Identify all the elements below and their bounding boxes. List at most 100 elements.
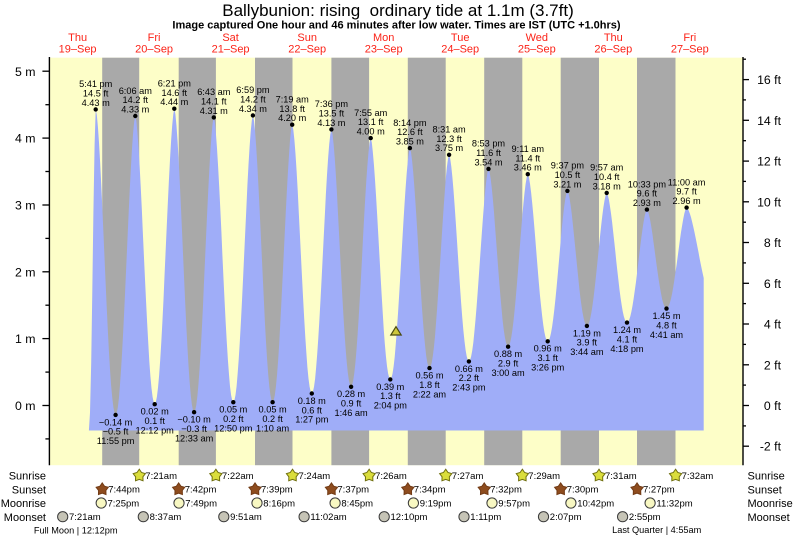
svg-text:16 ft: 16 ft xyxy=(757,73,782,87)
svg-text:1.3 ft: 1.3 ft xyxy=(380,391,401,401)
svg-text:7:30pm: 7:30pm xyxy=(567,485,599,496)
svg-text:2.2 ft: 2.2 ft xyxy=(459,373,480,383)
svg-text:0.02 m: 0.02 m xyxy=(141,407,169,417)
svg-text:7:34pm: 7:34pm xyxy=(414,485,446,496)
svg-text:8:53 pm: 8:53 pm xyxy=(472,139,506,149)
svg-text:7:26am: 7:26am xyxy=(375,471,407,482)
svg-text:7:19 am: 7:19 am xyxy=(276,95,310,105)
svg-text:Sun: Sun xyxy=(297,32,317,44)
svg-text:7:31am: 7:31am xyxy=(605,471,637,482)
svg-text:12.3 ft: 12.3 ft xyxy=(436,134,462,144)
svg-text:Sunrise: Sunrise xyxy=(748,471,785,483)
svg-text:Last Quarter | 4:55am: Last Quarter | 4:55am xyxy=(612,525,702,535)
svg-text:Fri: Fri xyxy=(148,32,161,44)
svg-text:2.93 m: 2.93 m xyxy=(633,198,661,208)
svg-text:14 ft: 14 ft xyxy=(757,114,782,128)
svg-text:Sunset: Sunset xyxy=(12,484,46,496)
svg-text:Tue: Tue xyxy=(451,32,470,44)
svg-text:9:11 am: 9:11 am xyxy=(512,144,545,154)
svg-text:8:45pm: 8:45pm xyxy=(341,498,373,509)
svg-text:9:57 am: 9:57 am xyxy=(590,163,624,173)
svg-text:3.1 ft: 3.1 ft xyxy=(537,353,558,363)
svg-text:22–Sep: 22–Sep xyxy=(288,44,326,56)
svg-text:2 m: 2 m xyxy=(15,265,36,279)
svg-text:3:44 am: 3:44 am xyxy=(570,347,604,357)
svg-text:14.6 ft: 14.6 ft xyxy=(162,88,188,98)
svg-text:11:00 am: 11:00 am xyxy=(668,177,706,187)
svg-text:0.05 m: 0.05 m xyxy=(259,405,287,415)
svg-text:9:57pm: 9:57pm xyxy=(498,498,530,509)
svg-text:7:21am: 7:21am xyxy=(145,471,177,482)
svg-text:13.8 ft: 13.8 ft xyxy=(279,104,305,114)
svg-text:0.9 ft: 0.9 ft xyxy=(341,399,362,409)
svg-text:7:27pm: 7:27pm xyxy=(643,485,675,496)
svg-text:1 m: 1 m xyxy=(15,332,36,346)
svg-text:21–Sep: 21–Sep xyxy=(212,44,250,56)
svg-text:8 ft: 8 ft xyxy=(764,236,782,250)
svg-text:3.9 ft: 3.9 ft xyxy=(577,338,598,348)
svg-text:7:32am: 7:32am xyxy=(682,471,714,482)
svg-text:Moonset: Moonset xyxy=(748,512,790,524)
svg-text:0.56 m: 0.56 m xyxy=(415,371,443,381)
svg-text:12:33 am: 12:33 am xyxy=(175,433,214,443)
svg-text:12 ft: 12 ft xyxy=(757,155,782,169)
svg-text:6:59 pm: 6:59 pm xyxy=(236,85,270,95)
svg-text:11.4 ft: 11.4 ft xyxy=(515,153,540,163)
svg-text:7:32pm: 7:32pm xyxy=(490,485,522,496)
svg-text:7:29am: 7:29am xyxy=(528,471,560,482)
svg-text:Sat: Sat xyxy=(222,32,239,44)
svg-text:1:11pm: 1:11pm xyxy=(470,512,501,523)
svg-text:14.2 ft: 14.2 ft xyxy=(240,95,266,105)
svg-text:2.9 ft: 2.9 ft xyxy=(498,359,519,369)
svg-text:25–Sep: 25–Sep xyxy=(518,44,556,56)
svg-text:0.05 m: 0.05 m xyxy=(219,405,247,415)
svg-text:Moonrise: Moonrise xyxy=(1,498,46,510)
svg-text:−0.3 ft: −0.3 ft xyxy=(181,424,207,434)
svg-text:14.1 ft: 14.1 ft xyxy=(201,97,227,107)
svg-text:2:07pm: 2:07pm xyxy=(550,512,582,523)
svg-text:19–Sep: 19–Sep xyxy=(59,44,97,56)
svg-text:7:25pm: 7:25pm xyxy=(108,498,140,509)
svg-text:2:22 am: 2:22 am xyxy=(413,389,447,399)
svg-text:9:37 pm: 9:37 pm xyxy=(551,161,585,171)
svg-text:3.18 m: 3.18 m xyxy=(593,181,621,191)
svg-text:26–Sep: 26–Sep xyxy=(594,44,632,56)
svg-text:3.75 m: 3.75 m xyxy=(435,143,463,153)
svg-text:Thu: Thu xyxy=(68,32,87,44)
svg-text:1.45 m: 1.45 m xyxy=(652,311,680,321)
svg-text:7:21am: 7:21am xyxy=(69,512,101,523)
svg-text:3.85 m: 3.85 m xyxy=(396,137,424,147)
svg-text:Sunrise: Sunrise xyxy=(9,471,46,483)
svg-text:Moonset: Moonset xyxy=(4,512,46,524)
svg-text:12:10pm: 12:10pm xyxy=(391,512,428,523)
svg-text:1:27 pm: 1:27 pm xyxy=(295,415,329,425)
svg-text:9:19pm: 9:19pm xyxy=(420,498,452,509)
svg-text:8:14 pm: 8:14 pm xyxy=(393,118,427,128)
svg-text:14.2 ft: 14.2 ft xyxy=(123,95,149,105)
svg-text:0.18 m: 0.18 m xyxy=(298,396,326,406)
svg-text:4.13 m: 4.13 m xyxy=(317,118,345,128)
svg-text:7:42pm: 7:42pm xyxy=(185,485,217,496)
svg-text:3.21 m: 3.21 m xyxy=(553,179,581,189)
svg-text:10.5 ft: 10.5 ft xyxy=(555,170,581,180)
svg-text:11:55 pm: 11:55 pm xyxy=(97,436,135,446)
svg-text:6:06 am: 6:06 am xyxy=(119,86,153,96)
svg-text:4.43 m: 4.43 m xyxy=(82,98,110,108)
svg-text:1:46 am: 1:46 am xyxy=(334,408,368,418)
svg-text:Image captured One hour and 46: Image captured One hour and 46 minutes a… xyxy=(172,20,621,32)
svg-text:Full Moon | 12:12pm: Full Moon | 12:12pm xyxy=(34,526,118,536)
svg-text:10 ft: 10 ft xyxy=(757,195,782,209)
svg-text:5 m: 5 m xyxy=(15,65,36,79)
svg-text:Mon: Mon xyxy=(373,32,394,44)
svg-text:Fri: Fri xyxy=(683,32,696,44)
svg-text:0.88 m: 0.88 m xyxy=(494,349,522,359)
svg-text:4.00 m: 4.00 m xyxy=(357,127,385,137)
svg-text:3:26 pm: 3:26 pm xyxy=(531,363,565,373)
svg-text:13.5 ft: 13.5 ft xyxy=(319,109,345,119)
svg-text:12:12 pm: 12:12 pm xyxy=(136,425,175,435)
svg-text:Moonrise: Moonrise xyxy=(748,498,793,510)
svg-text:Thu: Thu xyxy=(604,32,623,44)
svg-text:−0.14 m: −0.14 m xyxy=(99,417,133,427)
svg-text:7:39pm: 7:39pm xyxy=(261,485,293,496)
svg-text:4.34 m: 4.34 m xyxy=(239,104,267,114)
